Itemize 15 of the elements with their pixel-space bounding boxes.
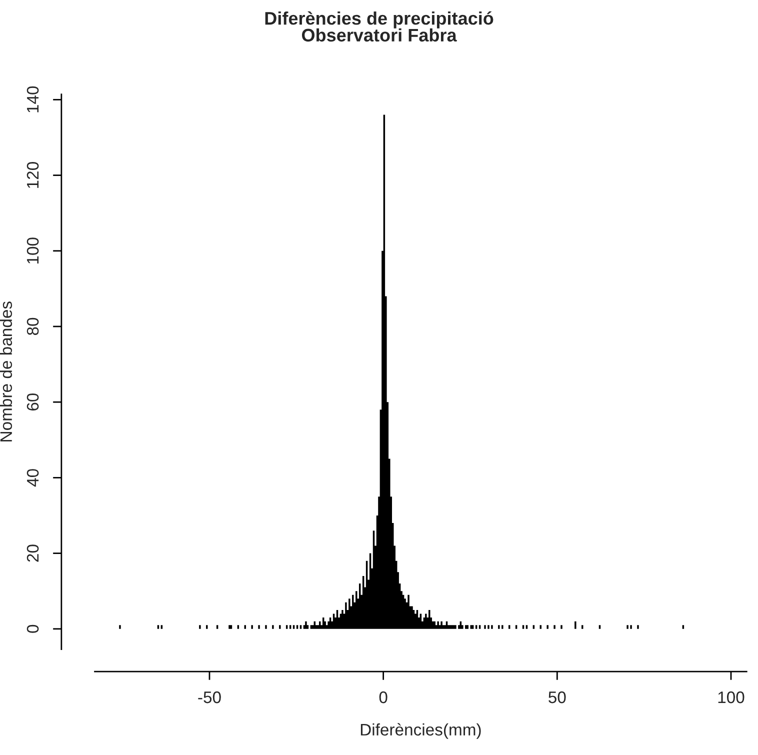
y-tick-label: 60 (26, 393, 39, 410)
x-tick-label: 0 (379, 691, 388, 704)
x-tick-label: -50 (198, 691, 221, 704)
y-axis-title: Nombre de bandes (0, 302, 12, 442)
y-tick-label: 0 (26, 624, 39, 633)
y-tick-label: 100 (26, 238, 39, 264)
y-tick-label: 40 (26, 469, 39, 487)
y-tick-label: 20 (26, 544, 39, 562)
x-axis-title: Diferències(mm) (360, 723, 481, 739)
x-tick-label: 100 (718, 691, 744, 704)
chart-title: Diferències de precipitació Observatori Fabra (265, 11, 494, 42)
y-tick-label: 120 (26, 162, 39, 188)
y-tick-label: 140 (26, 86, 39, 112)
x-tick-label: 50 (548, 691, 566, 704)
y-tick-label: 80 (26, 318, 39, 336)
